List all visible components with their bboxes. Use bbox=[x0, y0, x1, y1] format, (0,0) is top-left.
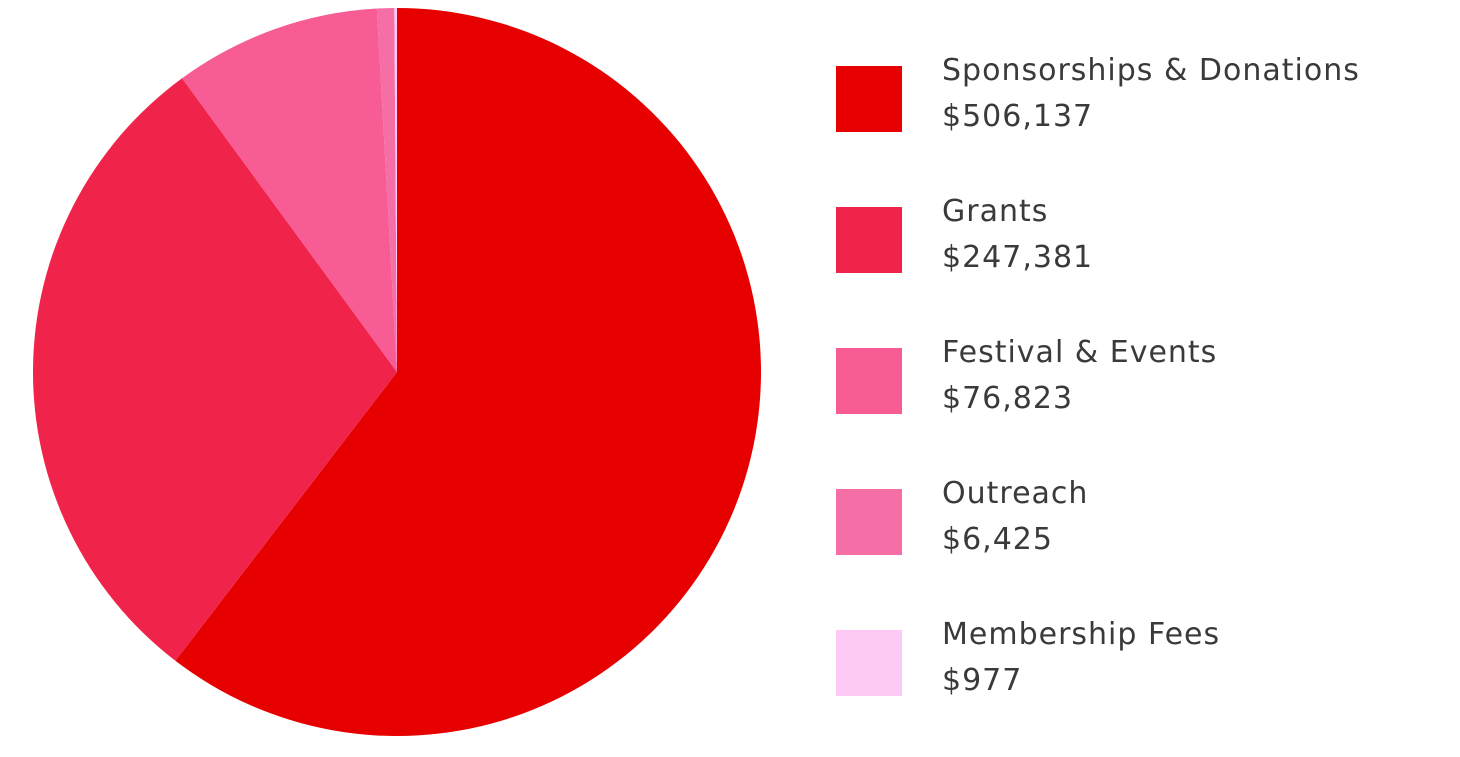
legend-value: $977 bbox=[942, 663, 1023, 698]
legend-label: Grants bbox=[942, 194, 1049, 229]
legend-swatch bbox=[836, 66, 902, 132]
legend-item-festival-events: Festival & Events $76,823 bbox=[836, 334, 1446, 475]
pie-slice-grants bbox=[33, 78, 398, 661]
legend-swatch bbox=[836, 489, 902, 555]
legend-label: Membership Fees bbox=[942, 617, 1221, 652]
legend-label: Festival & Events bbox=[942, 335, 1218, 370]
legend-item-outreach: Outreach $6,425 bbox=[836, 475, 1446, 616]
legend-value: $247,381 bbox=[942, 240, 1094, 275]
legend-swatch bbox=[836, 630, 902, 696]
legend-item-sponsorships-donations: Sponsorships & Donations $506,137 bbox=[836, 52, 1446, 193]
legend-value: $6,425 bbox=[942, 522, 1053, 557]
pie-slice-sponsorships-donations bbox=[175, 8, 762, 736]
legend-label: Sponsorships & Donations bbox=[942, 53, 1360, 88]
legend-swatch bbox=[836, 348, 902, 414]
legend-item-grants: Grants $247,381 bbox=[836, 193, 1446, 334]
pie-slice-membership-fees bbox=[394, 8, 397, 372]
legend-label: Outreach bbox=[942, 476, 1089, 511]
legend-item-membership-fees: Membership Fees $977 bbox=[836, 616, 1446, 757]
pie-slice-outreach bbox=[376, 8, 397, 373]
pie-slice-festival-events bbox=[182, 8, 397, 372]
legend-swatch bbox=[836, 207, 902, 273]
legend-value: $506,137 bbox=[942, 99, 1094, 134]
pie-chart bbox=[33, 8, 762, 736]
legend-value: $76,823 bbox=[942, 381, 1074, 416]
legend: Sponsorships & Donations $506,137 Grants… bbox=[836, 52, 1446, 757]
